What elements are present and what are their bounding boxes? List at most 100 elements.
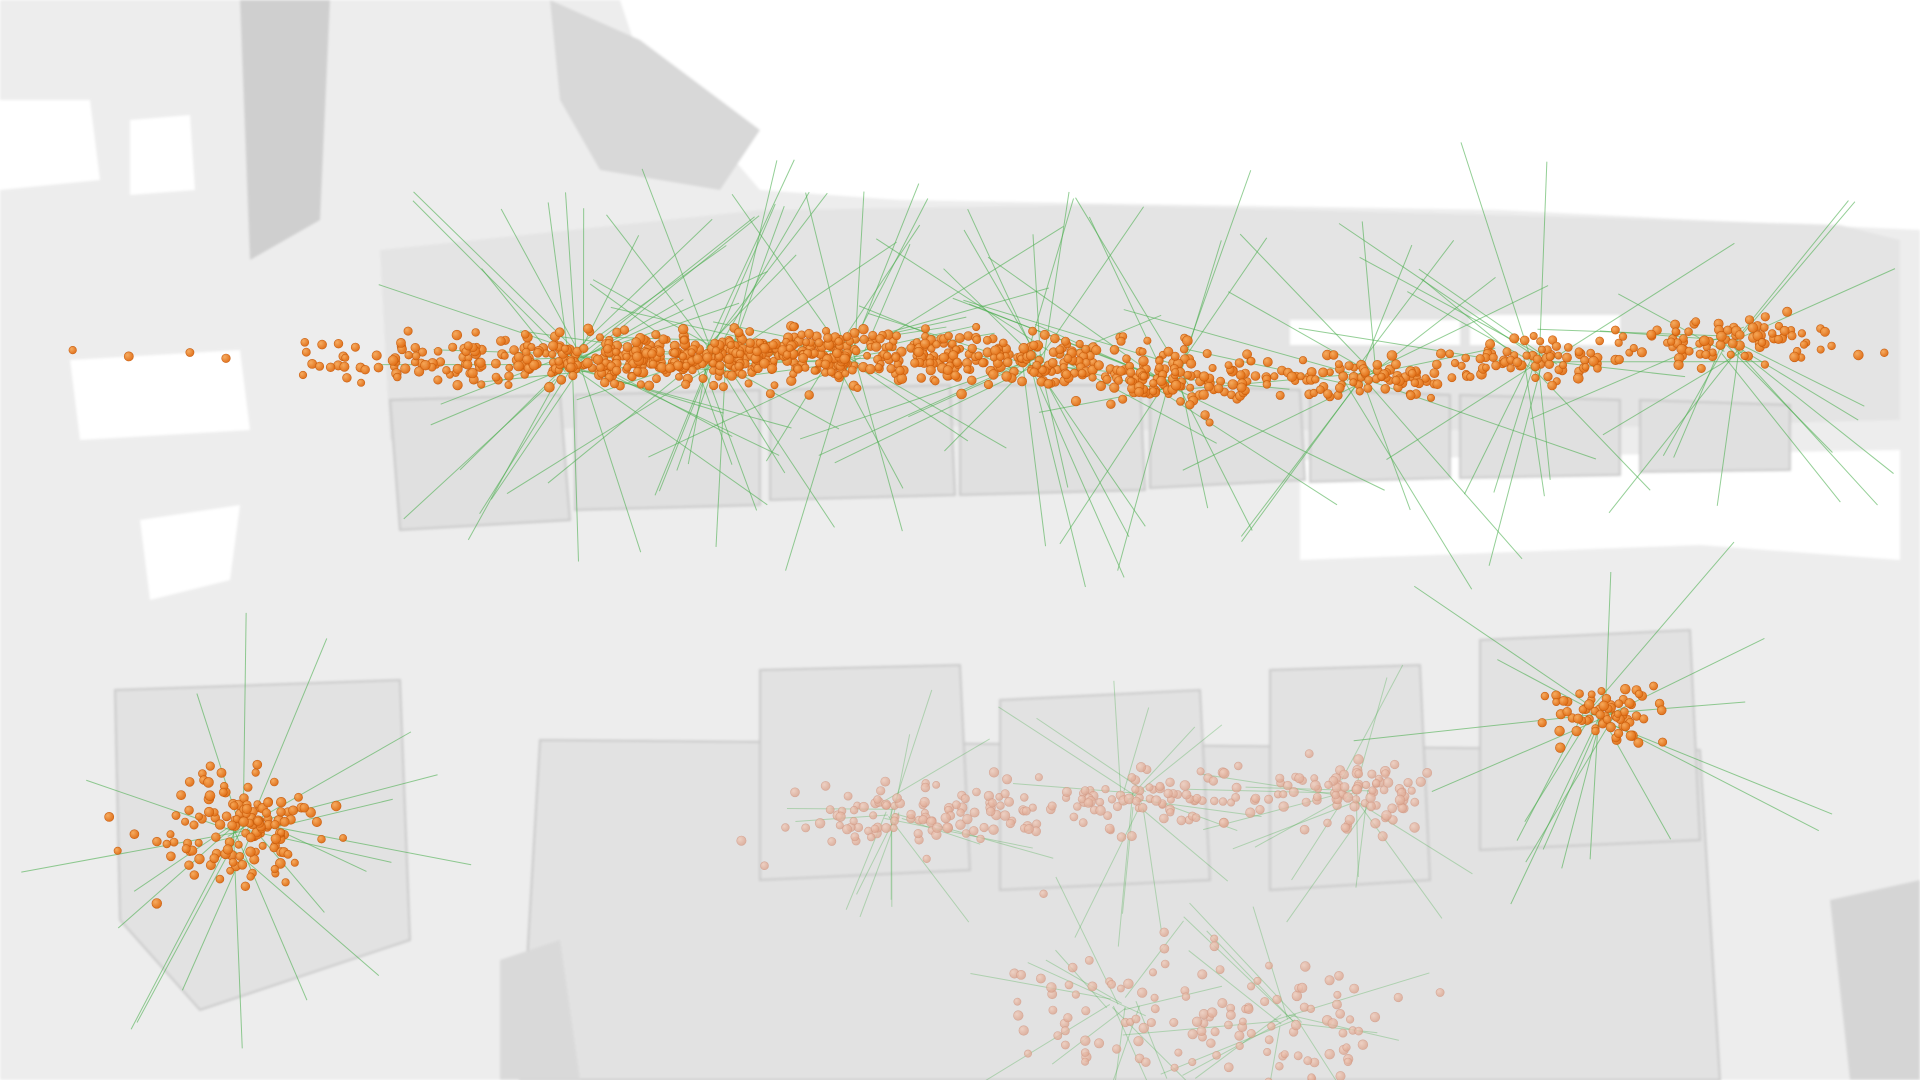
point: [1218, 768, 1230, 779]
point: [592, 354, 604, 365]
point: [1466, 372, 1475, 382]
point: [1880, 348, 1889, 357]
ray: [1027, 962, 1146, 1017]
point: [1597, 687, 1606, 696]
ray: [1239, 233, 1376, 376]
point: [1286, 371, 1298, 382]
point: [1061, 786, 1072, 797]
point: [1170, 351, 1180, 361]
point: [1409, 822, 1420, 833]
point: [475, 357, 486, 368]
point: [1114, 376, 1123, 385]
point: [896, 373, 908, 384]
point: [810, 366, 819, 375]
point: [873, 795, 882, 804]
ray: [1121, 797, 1262, 817]
point: [726, 341, 735, 350]
mesh-void-top-right: [620, 0, 1920, 230]
ray: [987, 256, 1164, 382]
point: [1574, 347, 1584, 357]
point: [1575, 689, 1584, 699]
point: [1131, 785, 1140, 794]
point: [1163, 346, 1174, 357]
point: [1170, 1063, 1179, 1072]
point: [745, 338, 755, 348]
point: [1393, 992, 1403, 1003]
point: [433, 346, 443, 356]
point: [245, 846, 256, 857]
point: [881, 823, 892, 833]
point: [1191, 1016, 1203, 1027]
point: [1318, 367, 1328, 378]
point: [1196, 1026, 1207, 1036]
point: [1410, 378, 1420, 388]
point: [921, 324, 930, 333]
point: [969, 826, 979, 836]
point: [1509, 333, 1520, 344]
point: [1150, 1004, 1160, 1014]
point: [1204, 381, 1214, 392]
point: [1135, 762, 1147, 773]
point: [513, 352, 524, 363]
ray: [565, 364, 724, 414]
point: [269, 777, 279, 787]
ray: [1055, 949, 1108, 1009]
point: [1002, 774, 1013, 785]
ray: [1112, 1005, 1148, 1080]
point: [736, 835, 747, 846]
point: [222, 844, 233, 855]
point: [1206, 1007, 1218, 1018]
point: [1160, 959, 1170, 969]
point: [184, 777, 195, 787]
ray: [834, 363, 1038, 464]
ray: [1431, 708, 1625, 793]
ray: [1724, 342, 1833, 453]
cluster-row-7: [1386, 331, 1634, 391]
point: [1061, 336, 1071, 346]
point: [1208, 776, 1218, 786]
point: [1149, 379, 1158, 388]
point: [1227, 379, 1239, 390]
point: [1245, 807, 1256, 818]
point: [1208, 363, 1217, 372]
point: [1787, 331, 1797, 341]
point: [892, 793, 902, 803]
point: [1103, 811, 1113, 820]
point: [848, 365, 857, 375]
point: [1391, 375, 1401, 385]
point: [781, 823, 790, 832]
point: [1138, 355, 1149, 367]
point: [1116, 366, 1126, 376]
point: [1410, 797, 1420, 807]
point: [1297, 982, 1308, 994]
point: [527, 343, 536, 352]
point: [963, 331, 974, 341]
point: [237, 859, 248, 870]
point: [1324, 780, 1333, 790]
ray: [1510, 718, 1599, 905]
point: [988, 767, 1000, 778]
point: [1379, 785, 1389, 795]
point: [988, 824, 999, 835]
point: [823, 333, 833, 343]
point: [1363, 383, 1373, 393]
point: [1618, 332, 1628, 341]
point: [221, 811, 232, 822]
point: [1595, 710, 1605, 720]
point: [1084, 956, 1094, 965]
point: [1262, 357, 1273, 367]
point: [229, 801, 239, 811]
point: [1547, 380, 1557, 391]
point: [1355, 387, 1364, 396]
point: [963, 365, 972, 374]
point: [1386, 350, 1398, 361]
point: [1192, 793, 1202, 803]
point: [1407, 369, 1417, 378]
point: [1344, 814, 1355, 825]
point: [162, 839, 172, 849]
point: [1126, 377, 1136, 386]
point: [1137, 803, 1148, 813]
ray: [571, 353, 579, 562]
point: [414, 366, 425, 377]
point: [1554, 351, 1563, 360]
